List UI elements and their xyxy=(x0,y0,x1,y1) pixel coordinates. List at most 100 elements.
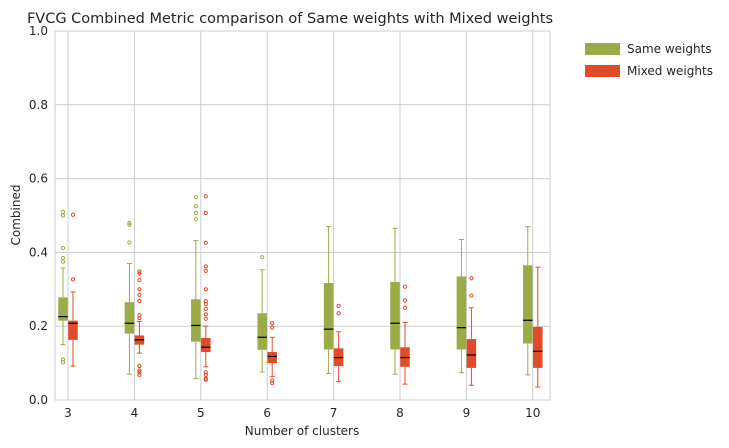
outlier-point xyxy=(336,303,341,309)
outlier-point xyxy=(336,311,341,316)
y-tick-label: 0.2 xyxy=(29,319,48,333)
box-body xyxy=(201,338,211,353)
outlier-point xyxy=(60,360,66,365)
box-body xyxy=(466,339,477,368)
x-tick-label: 8 xyxy=(396,406,404,420)
outlier-point xyxy=(137,315,142,321)
box-mixed-7 xyxy=(333,303,344,383)
legend-label: Mixed weights xyxy=(627,64,713,78)
y-tick-labels: 0.0 0.2 0.4 0.6 0.8 1.0 xyxy=(29,24,48,407)
outlier-point xyxy=(193,217,198,222)
outlier-point xyxy=(203,306,208,311)
outlier-point xyxy=(402,298,408,303)
outlier-point xyxy=(137,269,142,274)
x-tick-label: 10 xyxy=(525,406,540,420)
box-mixed-8 xyxy=(400,284,410,385)
box-mixed-10 xyxy=(533,266,543,388)
box-mixed-9 xyxy=(466,276,477,386)
outlier-point xyxy=(270,325,275,330)
outlier-point xyxy=(137,368,142,373)
outlier-point xyxy=(203,372,208,378)
box-mixed-6 xyxy=(267,321,277,386)
box-body xyxy=(323,283,334,350)
outlier-point xyxy=(137,277,142,283)
outlier-point xyxy=(260,255,265,260)
y-tick-label: 0.6 xyxy=(29,172,48,186)
outlier-point xyxy=(270,380,275,386)
outlier-point xyxy=(137,370,142,375)
chart-title: FVCG Combined Metric comparison of Same … xyxy=(27,11,553,27)
outlier-point xyxy=(203,316,208,321)
x-axis-title: Number of clusters xyxy=(245,424,359,438)
box-body xyxy=(124,302,135,334)
outlier-point xyxy=(402,305,408,310)
x-tick-label: 3 xyxy=(64,406,72,420)
outlier-point xyxy=(203,240,208,245)
box-mixed-5 xyxy=(201,194,211,382)
outlier-point xyxy=(127,220,132,225)
outlier-point xyxy=(137,363,142,369)
outlier-point xyxy=(203,301,208,307)
outlier-point xyxy=(60,209,66,214)
outlier-point xyxy=(203,210,208,216)
y-tick-label: 0.8 xyxy=(29,98,48,112)
outlier-point xyxy=(137,271,142,276)
box-body xyxy=(68,320,78,340)
outlier-point xyxy=(70,212,76,217)
y-tick-label: 0.4 xyxy=(29,245,48,259)
box-body xyxy=(456,276,467,350)
box-same-9 xyxy=(456,238,467,374)
y-tick-label: 1.0 xyxy=(29,24,48,38)
outlier-point xyxy=(137,292,142,297)
outlier-point xyxy=(203,370,208,375)
x-tick-labels: 3 4 5 6 7 8 9 10 xyxy=(64,406,540,420)
outlier-point xyxy=(127,240,132,245)
outlier-point xyxy=(137,372,142,378)
outlier-point xyxy=(127,222,132,227)
box-body xyxy=(257,313,267,350)
box-same-7 xyxy=(323,226,334,374)
box-body xyxy=(58,297,68,321)
outlier-point xyxy=(203,312,208,317)
outlier-point xyxy=(469,276,474,281)
legend-label: Same weights xyxy=(627,42,712,56)
box-series xyxy=(58,194,543,388)
x-tick-label: 6 xyxy=(263,406,271,420)
box-body xyxy=(390,281,400,350)
plot-frame xyxy=(54,30,551,401)
y-tick-label: 0.0 xyxy=(29,393,48,407)
outlier-point xyxy=(60,245,66,251)
legend-swatch xyxy=(585,43,620,55)
outlier-point xyxy=(137,287,142,292)
box-same-6 xyxy=(257,255,267,373)
outlier-point xyxy=(193,204,198,209)
x-tick-label: 7 xyxy=(330,406,338,420)
outlier-point xyxy=(193,210,198,216)
box-same-10 xyxy=(523,226,533,376)
outlier-point xyxy=(60,213,66,218)
outlier-point xyxy=(203,287,208,292)
box-body xyxy=(267,352,277,364)
outlier-point xyxy=(60,259,66,264)
box-body xyxy=(533,326,543,368)
outlier-point xyxy=(402,284,408,289)
y-axis-title: Combined xyxy=(9,185,23,246)
outlier-point xyxy=(469,293,474,298)
box-same-5 xyxy=(191,194,201,380)
outlier-point xyxy=(203,268,208,273)
box-same-3 xyxy=(58,209,68,365)
x-tick-label: 5 xyxy=(197,406,205,420)
outlier-point xyxy=(193,194,198,200)
outlier-point xyxy=(60,255,66,261)
outlier-point xyxy=(70,277,76,282)
box-mixed-3 xyxy=(68,212,78,367)
box-body xyxy=(191,299,201,342)
box-mixed-4 xyxy=(134,269,145,378)
outlier-point xyxy=(203,377,208,382)
outlier-point xyxy=(203,194,208,199)
box-body xyxy=(523,265,533,344)
box-same-8 xyxy=(390,227,400,375)
outlier-point xyxy=(203,264,208,269)
x-tick-label: 4 xyxy=(131,406,139,420)
